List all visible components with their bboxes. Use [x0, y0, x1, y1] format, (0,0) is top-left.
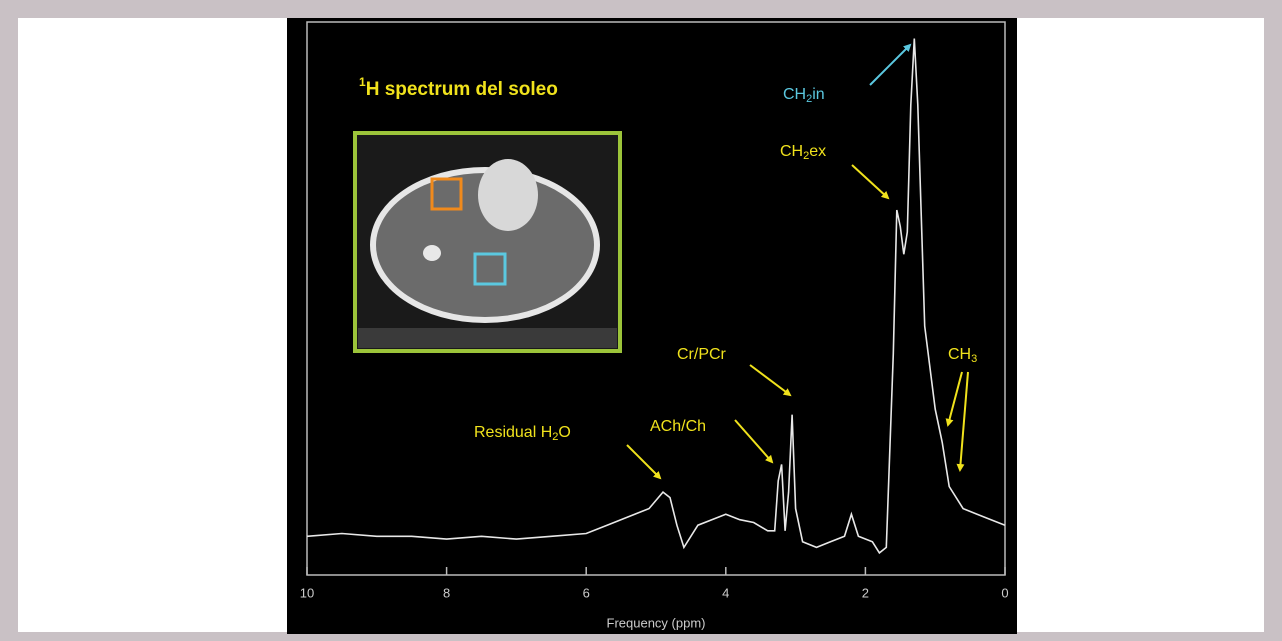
annotation-text: ACh/Ch	[650, 418, 706, 435]
annotation: Cr/PCr	[677, 346, 727, 363]
page: {"chart_data": { "type": "line", "title"…	[0, 0, 1282, 641]
annotation-text: Cr/PCr	[677, 346, 727, 363]
annotation-text: O	[558, 424, 570, 441]
title-text: H spectrum del soleo	[366, 79, 558, 100]
annotation-text: ex	[809, 143, 826, 160]
annotation-text: Residual H	[474, 424, 552, 441]
x-tick-label: 0	[1001, 585, 1008, 600]
annotation: CH2ex	[780, 143, 826, 162]
annotation: CH2in	[783, 86, 825, 105]
annotation-text: in	[812, 86, 824, 103]
x-tick-label: 8	[443, 585, 450, 600]
chart: 1H spectrum del soleo Frequency (ppm) 10…	[0, 0, 1282, 641]
fibula	[423, 245, 441, 261]
chart-title: 1H spectrum del soleo	[359, 75, 558, 100]
x-tick-label: 6	[583, 585, 590, 600]
annotation-text: CH	[948, 346, 971, 363]
inset-band	[358, 328, 617, 348]
x-tick-label: 10	[300, 585, 314, 600]
mri-inset	[355, 133, 620, 351]
x-tick-label: 4	[722, 585, 729, 600]
annotation: ACh/Ch	[650, 418, 706, 435]
annotation-text: CH	[783, 86, 806, 103]
annotation-text: CH	[780, 143, 803, 160]
x-tick-label: 2	[862, 585, 869, 600]
tibia	[478, 159, 538, 231]
x-axis-label: Frequency (ppm)	[607, 615, 706, 630]
annotation-subscript: 3	[971, 353, 977, 365]
